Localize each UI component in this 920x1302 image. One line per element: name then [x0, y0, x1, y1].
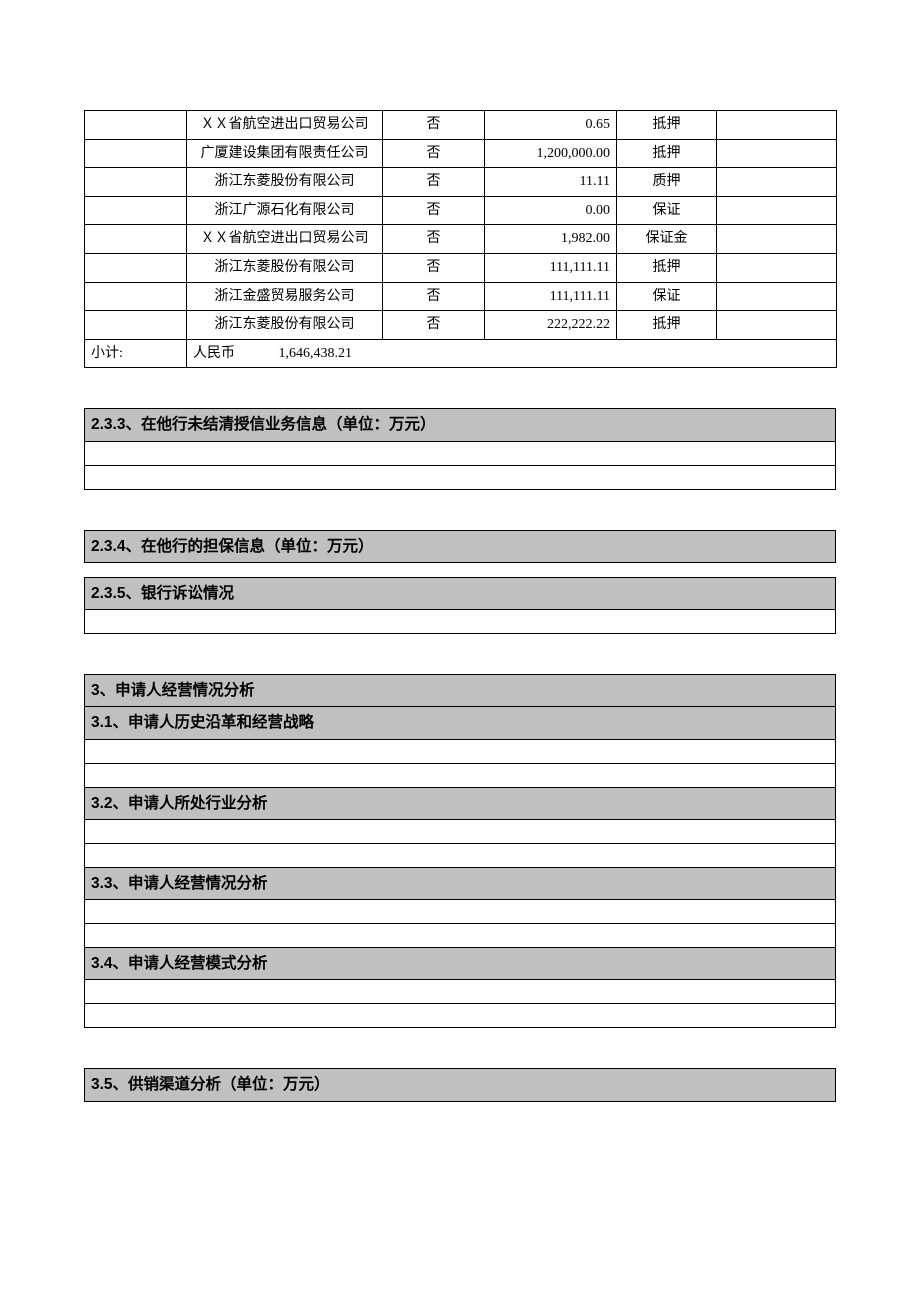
- section-heading: 3.3、申请人经营情况分析: [84, 868, 836, 900]
- cell-type: 抵押: [617, 311, 717, 340]
- cell-amount: 111,111.11: [485, 253, 617, 282]
- section-heading: 3.5、供销渠道分析（单位：万元）: [84, 1068, 836, 1101]
- table-row: 浙江东菱股份有限公司 否 111,111.11 抵押: [85, 253, 837, 282]
- cell-c6: [717, 225, 837, 254]
- subtotal-currency: 人民币: [193, 344, 235, 364]
- table-row: 广厦建设集团有限责任公司 否 1,200,000.00 抵押: [85, 139, 837, 168]
- cell-c1: [85, 111, 187, 140]
- cell-flag: 否: [383, 168, 485, 197]
- cell-flag: 否: [383, 311, 485, 340]
- empty-row: [84, 980, 836, 1004]
- cell-flag: 否: [383, 253, 485, 282]
- cell-company: 浙江金盛贸易服务公司: [187, 282, 383, 311]
- empty-row: [84, 1004, 836, 1028]
- empty-row: [84, 442, 836, 466]
- cell-c6: [717, 139, 837, 168]
- section-3: 3、申请人经营情况分析 3.1、申请人历史沿革和经营战略 3.2、申请人所处行业…: [84, 674, 836, 1028]
- cell-type: 保证: [617, 196, 717, 225]
- cell-c1: [85, 282, 187, 311]
- cell-c6: [717, 168, 837, 197]
- subtotal-row: 小计: 人民币 1,646,438.21: [85, 339, 837, 368]
- table-row: 浙江东菱股份有限公司 否 11.11 质押: [85, 168, 837, 197]
- table-row: 浙江金盛贸易服务公司 否 111,111.11 保证: [85, 282, 837, 311]
- cell-amount: 0.65: [485, 111, 617, 140]
- cell-c1: [85, 253, 187, 282]
- cell-company: ＸＸ省航空进出口贸易公司: [187, 225, 383, 254]
- cell-type: 保证金: [617, 225, 717, 254]
- cell-company: 浙江东菱股份有限公司: [187, 311, 383, 340]
- cell-type: 抵押: [617, 253, 717, 282]
- empty-row: [84, 610, 836, 634]
- cell-amount: 11.11: [485, 168, 617, 197]
- cell-company: 广厦建设集团有限责任公司: [187, 139, 383, 168]
- empty-row: [84, 900, 836, 924]
- cell-c1: [85, 196, 187, 225]
- cell-c6: [717, 282, 837, 311]
- cell-flag: 否: [383, 282, 485, 311]
- subtotal-value: 人民币 1,646,438.21: [187, 339, 837, 368]
- cell-c6: [717, 196, 837, 225]
- cell-flag: 否: [383, 196, 485, 225]
- section-heading: 2.3.5、银行诉讼情况: [84, 577, 836, 610]
- cell-amount: 0.00: [485, 196, 617, 225]
- credit-table-body: ＸＸ省航空进出口贸易公司 否 0.65 抵押 广厦建设集团有限责任公司 否 1,…: [85, 111, 837, 368]
- cell-type: 抵押: [617, 139, 717, 168]
- section-234: 2.3.4、在他行的担保信息（单位：万元）: [84, 530, 836, 563]
- empty-row: [84, 740, 836, 764]
- cell-company: ＸＸ省航空进出口贸易公司: [187, 111, 383, 140]
- cell-company: 浙江东菱股份有限公司: [187, 253, 383, 282]
- section-heading: 3、申请人经营情况分析: [84, 674, 836, 707]
- section-35: 3.5、供销渠道分析（单位：万元）: [84, 1068, 836, 1101]
- cell-c1: [85, 225, 187, 254]
- section-233: 2.3.3、在他行未结清授信业务信息（单位：万元）: [84, 408, 836, 489]
- cell-flag: 否: [383, 139, 485, 168]
- cell-flag: 否: [383, 225, 485, 254]
- section-heading: 3.1、申请人历史沿革和经营战略: [84, 707, 836, 739]
- cell-c6: [717, 253, 837, 282]
- section-heading: 2.3.4、在他行的担保信息（单位：万元）: [84, 530, 836, 563]
- table-row: ＸＸ省航空进出口贸易公司 否 0.65 抵押: [85, 111, 837, 140]
- cell-c6: [717, 111, 837, 140]
- cell-c6: [717, 311, 837, 340]
- cell-c1: [85, 311, 187, 340]
- section-heading: 2.3.3、在他行未结清授信业务信息（单位：万元）: [84, 408, 836, 441]
- cell-company: 浙江东菱股份有限公司: [187, 168, 383, 197]
- cell-amount: 1,200,000.00: [485, 139, 617, 168]
- empty-row: [84, 844, 836, 868]
- document-page: ＸＸ省航空进出口贸易公司 否 0.65 抵押 广厦建设集团有限责任公司 否 1,…: [0, 0, 920, 1162]
- table-row: ＸＸ省航空进出口贸易公司 否 1,982.00 保证金: [85, 225, 837, 254]
- cell-company: 浙江广源石化有限公司: [187, 196, 383, 225]
- section-heading: 3.4、申请人经营模式分析: [84, 948, 836, 980]
- credit-table: ＸＸ省航空进出口贸易公司 否 0.65 抵押 广厦建设集团有限责任公司 否 1,…: [84, 110, 837, 368]
- table-row: 浙江东菱股份有限公司 否 222,222.22 抵押: [85, 311, 837, 340]
- cell-amount: 1,982.00: [485, 225, 617, 254]
- cell-type: 保证: [617, 282, 717, 311]
- cell-c1: [85, 139, 187, 168]
- empty-row: [84, 764, 836, 788]
- subtotal-label: 小计:: [85, 339, 187, 368]
- table-row: 浙江广源石化有限公司 否 0.00 保证: [85, 196, 837, 225]
- subtotal-amount: 1,646,438.21: [279, 344, 353, 364]
- empty-row: [84, 466, 836, 490]
- cell-flag: 否: [383, 111, 485, 140]
- section-heading: 3.2、申请人所处行业分析: [84, 788, 836, 820]
- cell-c1: [85, 168, 187, 197]
- cell-amount: 111,111.11: [485, 282, 617, 311]
- empty-row: [84, 924, 836, 948]
- section-235: 2.3.5、银行诉讼情况: [84, 577, 836, 634]
- cell-type: 抵押: [617, 111, 717, 140]
- empty-row: [84, 820, 836, 844]
- cell-type: 质押: [617, 168, 717, 197]
- cell-amount: 222,222.22: [485, 311, 617, 340]
